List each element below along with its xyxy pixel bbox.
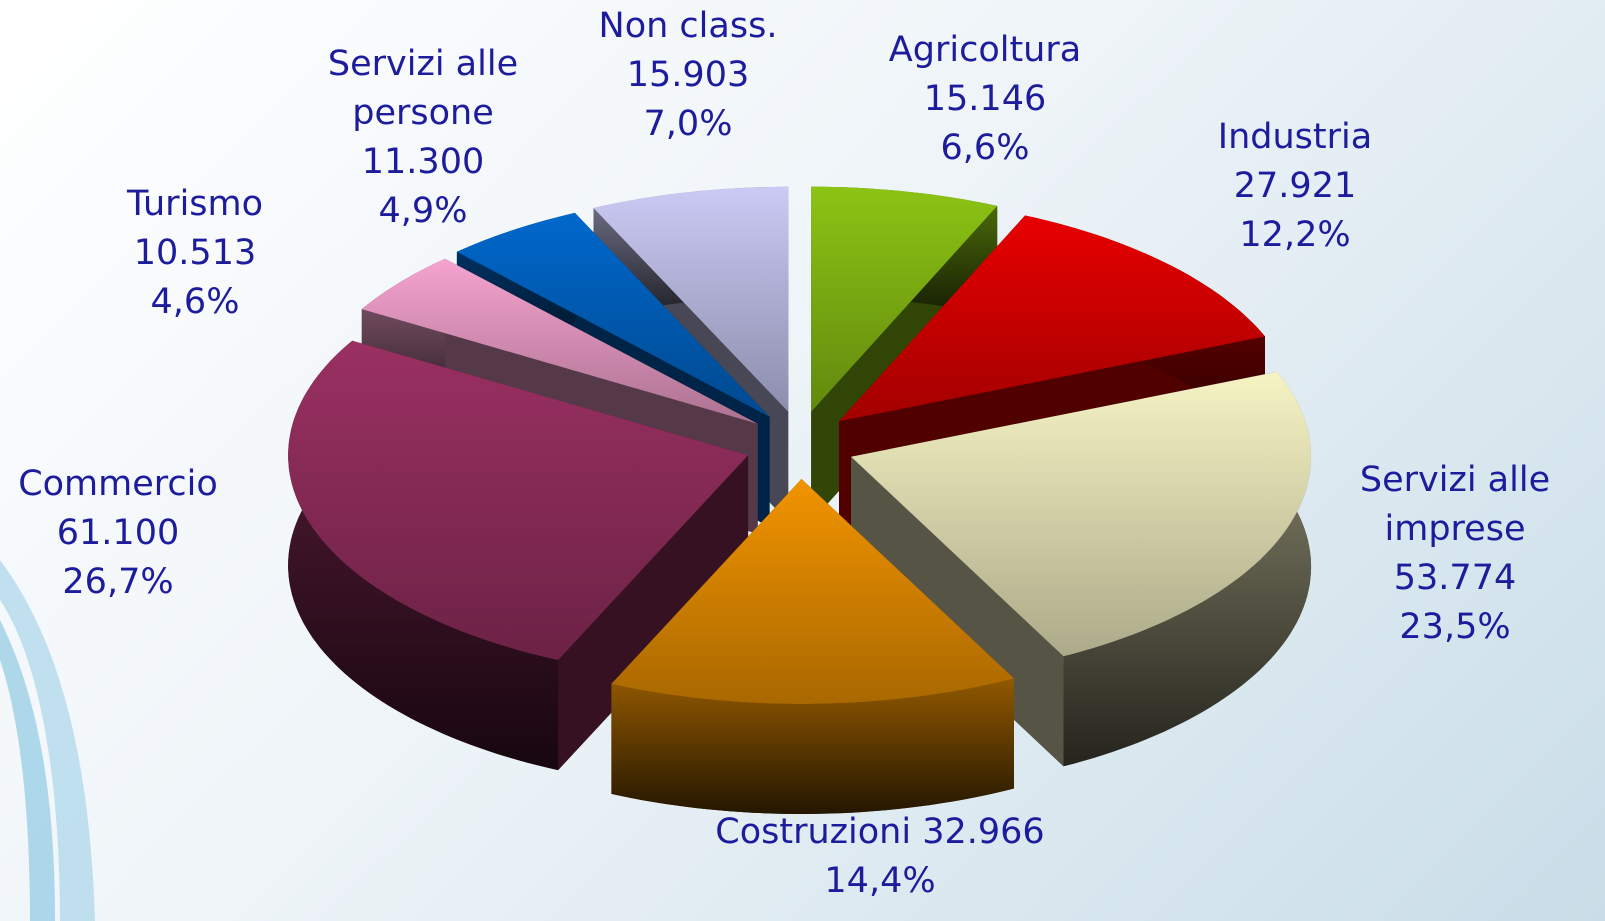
category-label: Servizi alle imprese <box>1359 460 1551 549</box>
slice-label: Non class. 15.903 7,0% <box>578 2 798 149</box>
slice-label: Costruzioni 32.966 14,4% <box>670 808 1090 906</box>
slice <box>593 186 789 412</box>
slice <box>851 371 1312 767</box>
slice-side <box>288 340 559 771</box>
value-label: 32.966 <box>922 812 1045 852</box>
percentage-label: 12,2% <box>1239 215 1351 255</box>
stripe <box>0 560 95 921</box>
category-label: Costruzioni <box>715 812 912 852</box>
value-label: 61.100 <box>56 513 180 553</box>
category-label: Commercio <box>18 464 218 504</box>
slice-label: Servizi alle imprese 53.774 23,5% <box>1345 456 1565 652</box>
percentage-label: 26,7% <box>62 562 174 602</box>
category-label: Non class. <box>598 6 778 46</box>
slice-label: Commercio 61.100 26,7% <box>0 460 248 607</box>
slice-label: Turismo 10.513 4,6% <box>95 180 295 327</box>
value-label: 53.774 <box>1393 558 1517 598</box>
slice <box>611 479 1014 814</box>
percentage-label: 4,9% <box>378 191 468 231</box>
percentage-label: 4,6% <box>150 282 240 322</box>
decoration <box>0 560 95 921</box>
category-label: Agricoltura <box>888 30 1082 70</box>
category-label: Turismo <box>126 184 264 224</box>
percentage-label: 14,4% <box>824 861 936 901</box>
value-label: 11.300 <box>361 142 485 182</box>
category-label: Servizi alle persone <box>327 44 519 133</box>
value-label: 27.921 <box>1233 166 1357 206</box>
slice <box>839 215 1265 422</box>
category-label: Industria <box>1217 117 1373 157</box>
slice <box>811 186 998 412</box>
slice <box>361 258 758 424</box>
slice-side <box>611 678 1014 814</box>
value-label: 15.903 <box>626 55 750 95</box>
slice-label: Servizi alle persone 11.300 4,9% <box>313 40 533 236</box>
value-label: 15.146 <box>923 79 1047 119</box>
value-label: 10.513 <box>133 233 257 273</box>
slice <box>288 340 749 771</box>
slice-side <box>1063 371 1312 767</box>
stripe <box>0 620 55 921</box>
slice <box>851 371 1312 657</box>
slice <box>611 479 1014 704</box>
percentage-label: 6,6% <box>940 128 1030 168</box>
slice-label: Agricoltura 15.146 6,6% <box>825 26 1145 173</box>
slice <box>456 212 770 417</box>
percentage-label: 23,5% <box>1399 607 1511 647</box>
percentage-label: 7,0% <box>643 104 733 144</box>
slice-label: Industria 27.921 12,2% <box>1165 113 1425 260</box>
slice <box>288 340 749 661</box>
